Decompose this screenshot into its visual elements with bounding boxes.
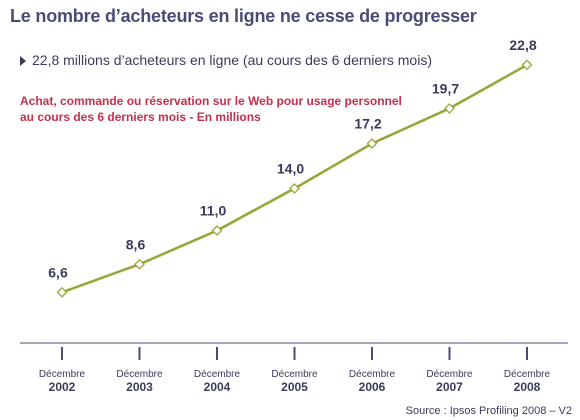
x-tick-label-month: Décembre [504,369,551,380]
x-tick-label-year: 2005 [281,380,308,394]
x-tick-label-year: 2007 [436,380,463,394]
triangle-bullet-icon [20,56,26,67]
data-points [56,59,533,298]
page-title: Le nombre d’acheteurs en ligne ne cesse … [10,6,477,26]
source-note: Source : Ipsos Profiling 2008 – V2 [405,405,572,417]
x-tick-label-year: 2008 [514,380,541,394]
chart-subtitle: 22,8 millions d’acheteurs en ligne (au c… [20,52,432,68]
x-tick-label-month: Décembre [349,369,396,380]
note-line-2: au cours des 6 derniers mois - En millio… [20,110,261,124]
data-point [521,59,533,71]
x-tick-label-year: 2004 [204,380,231,394]
subtitle-text: 22,8 millions d’acheteurs en ligne (au c… [32,52,432,68]
x-tick-label-year: 2006 [359,380,386,394]
x-axis-ticks [61,347,528,360]
data-label: 14,0 [277,160,304,176]
data-label: 19,7 [432,80,459,96]
data-point [366,138,378,149]
data-label: 11,0 [200,203,227,219]
data-point [134,258,145,270]
note-line-1: Achat, commande ou réservation sur le We… [20,94,402,108]
x-tick-label-month: Décembre [194,369,241,380]
x-tick-label-month: Décembre [39,369,86,380]
x-axis-labels: Décembre2002Décembre2003Décembre2004Déce… [39,369,551,394]
data-label: 8,6 [126,236,146,252]
data-point [56,286,68,298]
data-point [289,183,300,194]
data-labels: 6,6 8,6 11,0 14,0 17,2 19,7 22,8 [48,37,537,280]
x-tick-label-year: 2003 [126,380,153,394]
series-line [61,63,528,294]
x-tick-label-month: Décembre [116,369,163,380]
x-tick-label-month: Décembre [271,369,318,380]
data-label: 6,6 [48,264,68,280]
data-label: 17,2 [354,116,381,132]
data-point [211,225,223,236]
data-point [444,102,455,114]
data-label: 22,8 [509,37,536,53]
x-tick-label-month: Décembre [426,369,473,380]
chart-note: Achat, commande ou réservation sur le We… [20,93,402,125]
x-tick-label-year: 2002 [49,380,76,394]
